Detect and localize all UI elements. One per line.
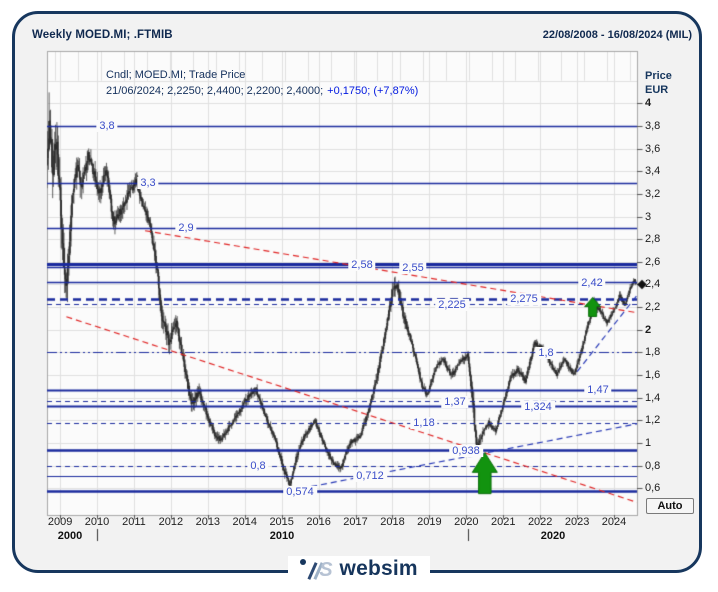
price-tick-label: 1 (645, 437, 652, 450)
level-label: 2,225 (435, 298, 469, 311)
level-label: 2,275 (507, 293, 541, 306)
year-label: 2010 (84, 516, 110, 528)
year-label: 2012 (158, 516, 184, 528)
decade-label: 2010 (269, 530, 295, 542)
year-label: 2011 (122, 516, 146, 528)
year-label: 2009 (47, 516, 73, 528)
price-tick-label: 2,6 (645, 255, 661, 268)
price-tick-label: 0,6 (645, 482, 661, 495)
price-tick-label: 3,6 (645, 142, 661, 155)
level-label: 2,42 (578, 276, 606, 289)
price-tick-label: 3,2 (645, 187, 661, 200)
price-tick-label: 3 (645, 210, 652, 223)
chart-legend: Cndl; MOED.MI; Trade Price 21/06/2024; 2… (106, 67, 418, 99)
price-tick-label: 3,4 (645, 165, 661, 178)
level-label: 2,55 (399, 261, 427, 274)
date-range-label: 22/08/2008 - 16/08/2024 (MIL) (542, 29, 692, 41)
level-label: 2,9 (175, 222, 197, 235)
legend-change-values: +0,1750; (+7,87%) (327, 85, 419, 97)
price-tick-label: 4 (645, 97, 652, 110)
legend-series-line: Cndl; MOED.MI; Trade Price (106, 69, 246, 81)
price-tick-label: 1,2 (645, 414, 661, 427)
auto-scale-button[interactable]: Auto (646, 498, 694, 514)
year-label: 2021 (491, 516, 516, 528)
chart-title: Weekly MOED.MI; .FTMIB (32, 29, 173, 41)
year-label: 2023 (564, 516, 590, 528)
level-label: 3,8 (96, 120, 118, 133)
year-label: 2019 (417, 516, 442, 528)
level-label: 1,18 (410, 417, 438, 430)
price-tick-label: 1,6 (645, 369, 661, 382)
price-tick-label: 2,2 (645, 301, 661, 314)
decade-label: 2020 (540, 530, 566, 542)
year-label: 2018 (380, 516, 405, 528)
price-tick-label: 1,8 (645, 346, 661, 359)
decade-label: 2000 (57, 530, 83, 542)
level-label: 1,8 (535, 346, 557, 359)
price-tick-label: 2 (645, 323, 652, 336)
price-axis-title-word: Price (645, 70, 672, 82)
level-label: 2,58 (348, 258, 376, 271)
year-label: 2014 (232, 516, 257, 528)
price-tick-label: 1,4 (645, 391, 661, 404)
year-label: 2017 (343, 516, 368, 528)
price-tick-label: 0,8 (645, 459, 661, 472)
level-label: 1,37 (441, 395, 469, 408)
level-label: 1,324 (521, 400, 555, 413)
year-label: 2022 (527, 516, 553, 528)
level-label: 0,712 (353, 470, 387, 483)
price-tick-label: 2,8 (645, 233, 661, 246)
price-tick-label: 3,8 (645, 119, 661, 132)
year-label: 2015 (269, 516, 294, 528)
legend-ohlc-values: 21/06/2024; 2,2250; 2,4400; 2,2200; 2,40… (106, 85, 324, 97)
level-label: 1,47 (584, 384, 612, 397)
price-axis-title: Price EUR (645, 69, 672, 97)
price-tick-label: 2,4 (645, 278, 661, 291)
price-axis-currency: EUR (645, 84, 669, 96)
level-label: 0,574 (283, 485, 317, 498)
level-label: 3,3 (137, 177, 159, 190)
level-label: 0,938 (449, 444, 483, 457)
year-label: 2024 (601, 516, 627, 528)
year-label: 2016 (306, 516, 331, 528)
legend-ohlc-line: 21/06/2024; 2,2250; 2,4400; 2,2200; 2,40… (106, 83, 418, 99)
year-label: 2020 (454, 516, 479, 528)
level-label: 0,8 (247, 460, 269, 473)
year-label: 2013 (195, 516, 221, 528)
